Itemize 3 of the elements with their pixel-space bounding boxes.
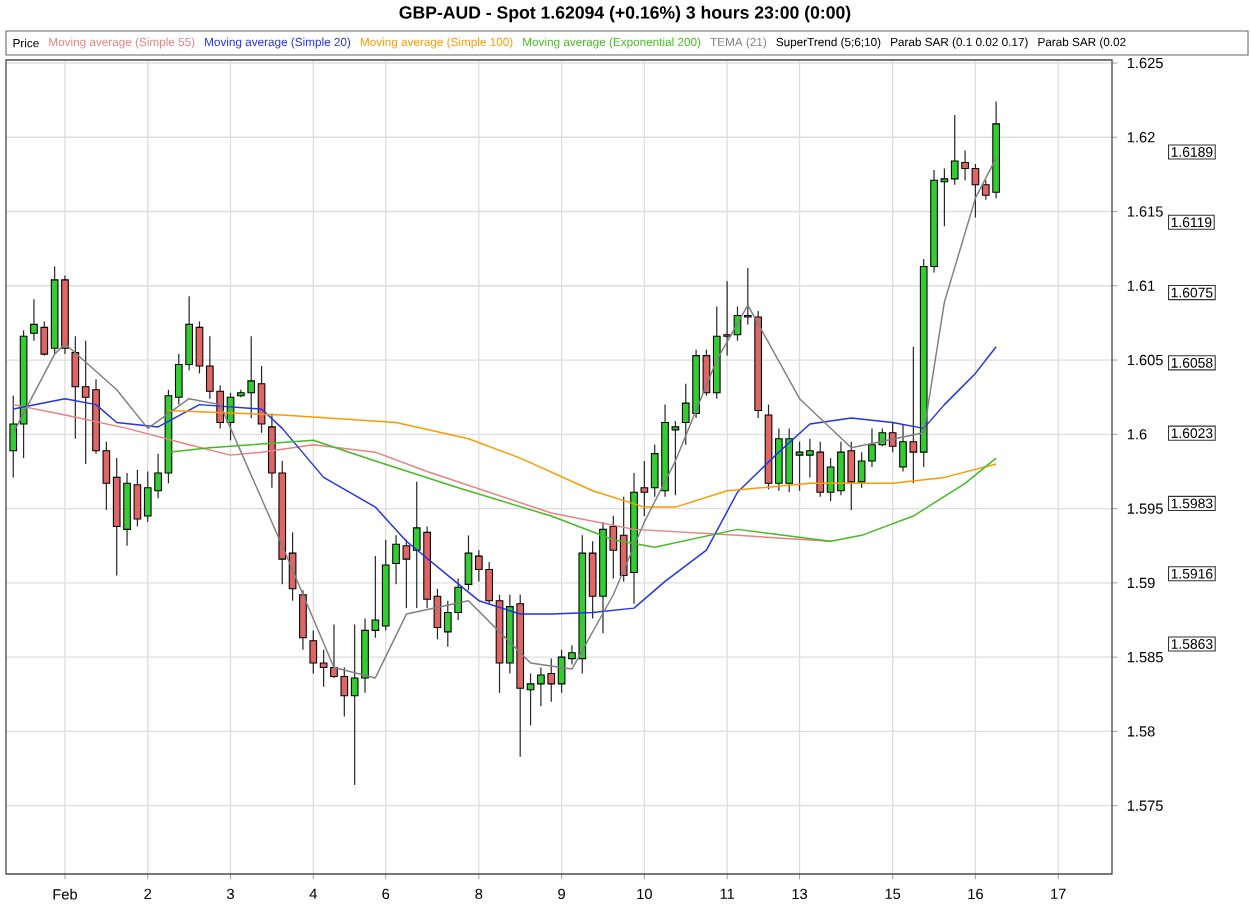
candlestick: [299, 589, 307, 651]
line-series: [12, 345, 997, 615]
chart-title: GBP-AUD - Spot 1.62094 (+0.16%) 3 hours 23:00 (0:00): [399, 5, 851, 23]
